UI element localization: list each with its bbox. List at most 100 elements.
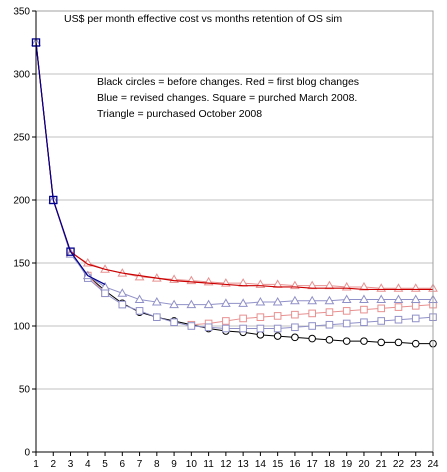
data-point-square	[204, 323, 213, 332]
x-tick-label: 9	[171, 459, 177, 470]
series-line	[35, 42, 106, 285]
data-point-square	[222, 317, 230, 325]
x-tick-label: 7	[137, 459, 143, 470]
data-point-square	[377, 317, 386, 325]
data-point-circle	[291, 333, 299, 342]
legend-note-2: Blue = revised changes. Square = purched…	[97, 92, 357, 104]
data-point-triangle	[290, 295, 300, 305]
data-point-square	[153, 313, 161, 321]
data-point-triangle	[393, 294, 404, 304]
y-tick-label: 350	[13, 7, 30, 18]
x-tick-label: 11	[203, 459, 214, 470]
data-point-square	[411, 302, 420, 310]
data-point-square	[118, 300, 127, 309]
x-tick-label: 20	[358, 459, 370, 470]
data-point-triangle	[255, 297, 266, 306]
x-tick-label: 1	[33, 459, 39, 470]
series-6	[35, 42, 433, 291]
data-point-triangle	[376, 294, 387, 304]
x-tick-label: 23	[410, 459, 422, 470]
data-point-square	[256, 324, 265, 333]
x-tick-label: 12	[220, 459, 232, 470]
data-point-circle	[394, 338, 403, 347]
data-point-triangle	[117, 288, 128, 297]
x-tick-label: 15	[272, 459, 284, 470]
data-point-triangle	[359, 294, 369, 304]
data-point-circle	[411, 339, 420, 348]
x-tick-label: 13	[238, 459, 250, 470]
data-point-square	[411, 314, 420, 323]
y-tick-label: 200	[13, 196, 30, 207]
data-point-square	[342, 307, 351, 315]
data-point-square	[308, 322, 316, 330]
x-tick-label: 21	[376, 459, 388, 470]
data-point-triangle	[238, 298, 248, 307]
data-point-triangle	[221, 298, 231, 307]
x-tick-label: 16	[289, 459, 301, 470]
x-tick-label: 19	[341, 459, 353, 470]
data-point-circle	[256, 331, 265, 339]
data-point-triangle	[100, 281, 110, 291]
data-point-circle	[325, 336, 334, 344]
data-point-triangle	[151, 297, 162, 306]
y-tick-label: 100	[13, 322, 30, 333]
x-tick-label: 22	[393, 459, 405, 470]
x-tick-label: 2	[50, 459, 56, 470]
chart-title: US$ per month effective cost vs months r…	[64, 13, 342, 25]
data-point-square	[273, 312, 282, 320]
series-line	[35, 42, 433, 291]
data-point-triangle	[169, 299, 179, 309]
data-point-square	[135, 307, 144, 315]
data-point-circle	[273, 332, 282, 340]
y-tick-label: 50	[19, 385, 31, 396]
data-point-square	[239, 324, 247, 333]
data-point-circle	[342, 337, 351, 345]
data-point-circle	[377, 338, 386, 347]
data-point-square	[101, 289, 109, 298]
series-5	[31, 37, 438, 309]
data-point-square	[49, 195, 58, 205]
data-point-triangle	[324, 295, 335, 305]
x-tick-label: 6	[120, 459, 126, 470]
data-point-circle	[308, 334, 316, 343]
y-tick-label: 150	[13, 259, 30, 270]
y-tick-label: 0	[24, 448, 30, 459]
data-point-square	[239, 314, 247, 323]
x-tick-label: 4	[85, 459, 91, 470]
data-point-square	[325, 308, 334, 316]
x-tick-label: 17	[307, 459, 319, 470]
x-tick-label: 5	[102, 459, 108, 470]
data-point-square	[360, 305, 368, 314]
data-point-square	[273, 324, 282, 333]
data-point-square	[394, 315, 403, 324]
data-point-square	[377, 304, 386, 313]
data-point-triangle	[134, 294, 145, 304]
data-point-circle	[360, 337, 368, 345]
x-tick-label: 18	[324, 459, 336, 470]
x-tick-label: 14	[255, 459, 267, 470]
data-point-square	[360, 318, 368, 327]
data-point-triangle	[272, 297, 283, 306]
gridlines	[36, 10, 433, 390]
data-point-square	[394, 303, 403, 311]
data-point-square	[170, 318, 178, 327]
data-point-triangle	[307, 295, 318, 305]
y-tick-label: 250	[13, 133, 30, 144]
series-7	[35, 42, 106, 285]
data-point-square	[291, 310, 299, 319]
x-tick-label: 24	[427, 459, 439, 470]
data-point-triangle	[186, 299, 197, 309]
series-line	[35, 42, 433, 306]
x-tick-label: 10	[186, 459, 198, 470]
data-point-square	[291, 323, 299, 332]
data-point-square	[187, 322, 196, 330]
data-point-square	[308, 309, 316, 318]
data-point-square	[342, 319, 351, 328]
legend-note-1: Black circles = before changes. Red = fi…	[97, 76, 359, 88]
legend-note-3: Triangle = purchased October 2008	[97, 108, 262, 120]
data-point-triangle	[410, 294, 421, 304]
data-point-square	[256, 313, 265, 321]
data-point-square	[325, 320, 334, 329]
